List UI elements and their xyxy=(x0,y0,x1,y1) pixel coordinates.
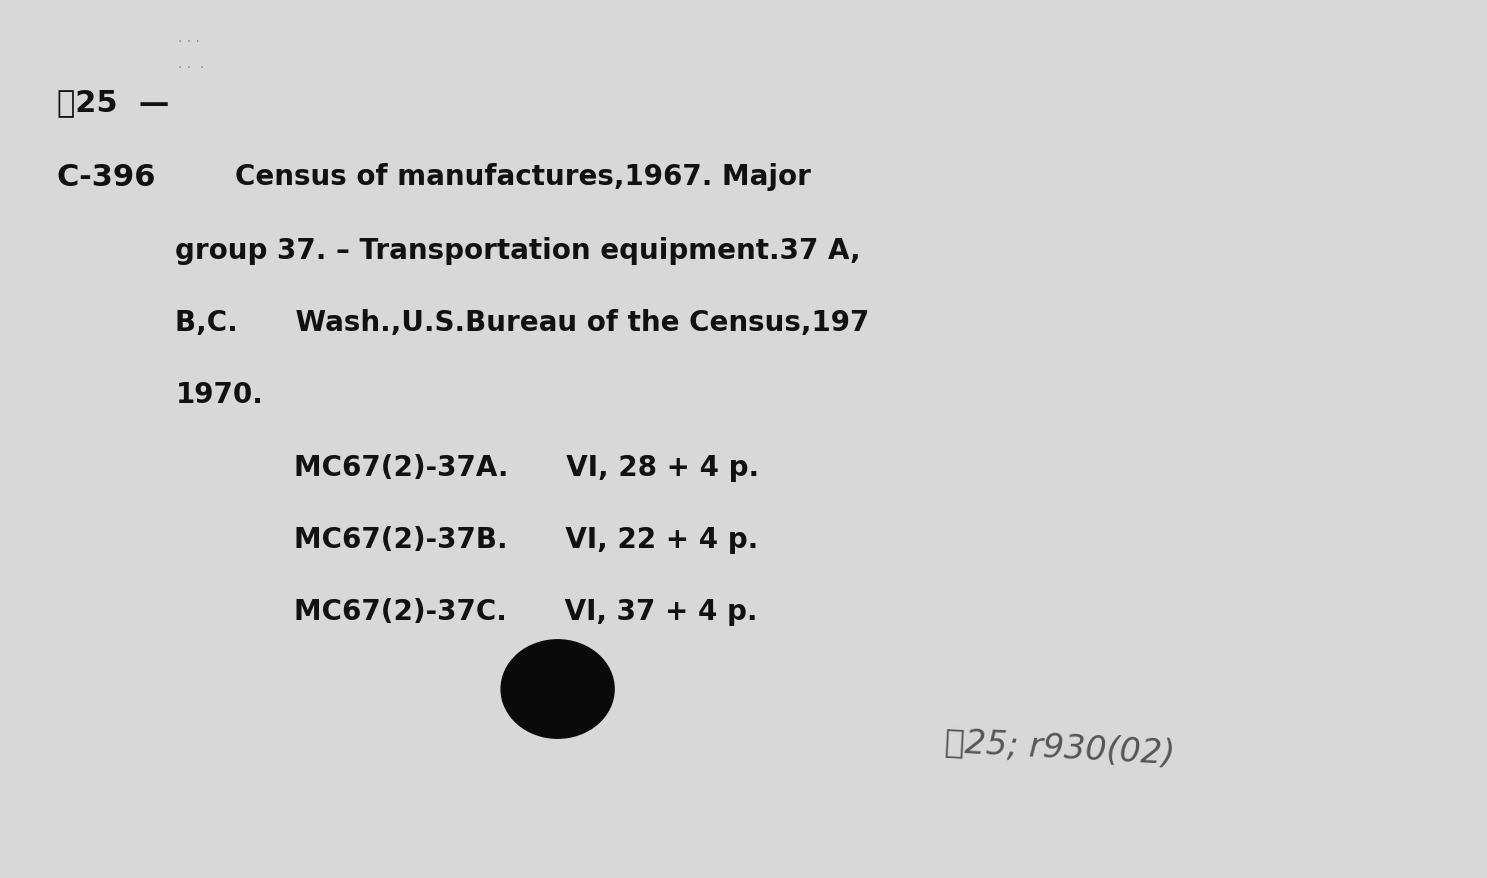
Text: MC67(2)-37A.      VI, 28 + 4 p.: MC67(2)-37A. VI, 28 + 4 p. xyxy=(294,453,760,481)
Text: MC67(2)-37B.      VI, 22 + 4 p.: MC67(2)-37B. VI, 22 + 4 p. xyxy=(294,525,758,553)
Text: Census of manufactures,1967. Major: Census of manufactures,1967. Major xyxy=(235,162,810,191)
Text: 艑25; r930(02): 艑25; r930(02) xyxy=(944,724,1176,769)
Text: 艑25  —: 艑25 — xyxy=(57,88,170,117)
Text: B,C.      Wash.,U.S.Bureau of the Census,197: B,C. Wash.,U.S.Bureau of the Census,197 xyxy=(175,309,870,337)
Text: . . .: . . . xyxy=(178,31,201,45)
Text: . .  .: . . . xyxy=(178,57,205,71)
Text: group 37. – Transportation equipment.37 A,: group 37. – Transportation equipment.37 … xyxy=(175,237,861,265)
Ellipse shape xyxy=(501,640,614,738)
Text: C-396: C-396 xyxy=(57,162,156,191)
Text: 1970.: 1970. xyxy=(175,381,263,409)
Text: MC67(2)-37C.      VI, 37 + 4 p.: MC67(2)-37C. VI, 37 + 4 p. xyxy=(294,597,758,625)
